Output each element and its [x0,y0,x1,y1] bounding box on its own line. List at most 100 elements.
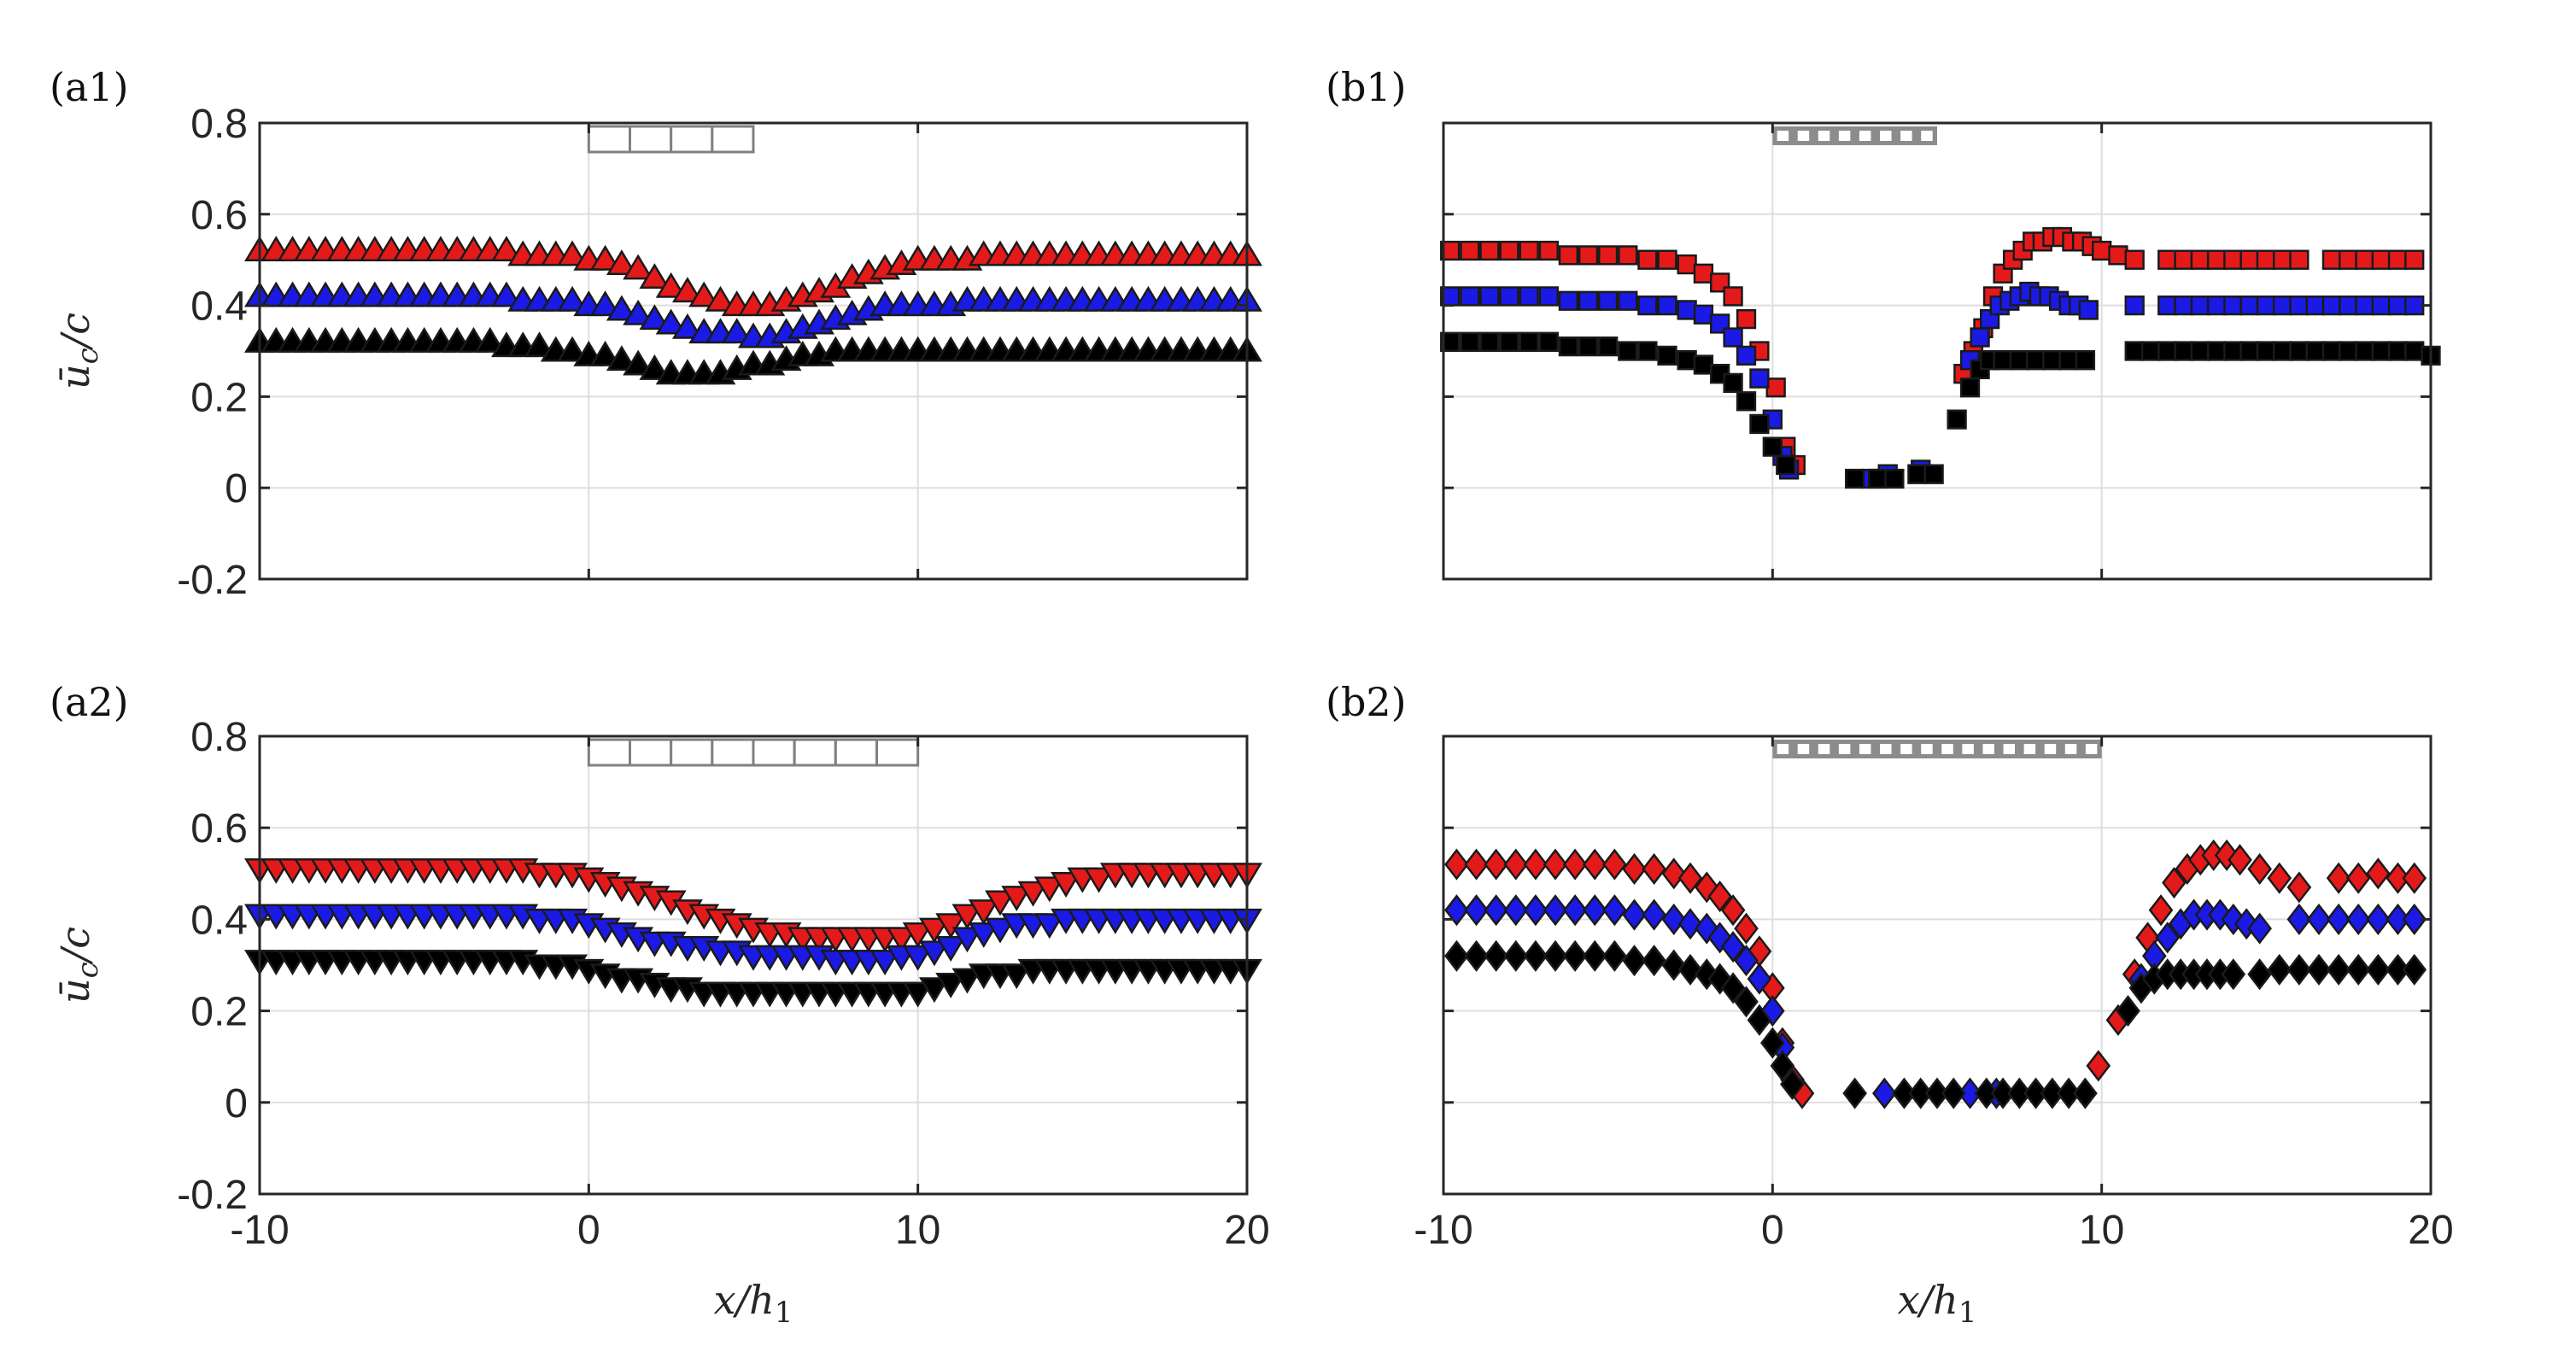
data-point-series-1 [1677,254,1697,275]
panel-a1: (a1) -0.2 0 0.2 0.4 0.6 0.8 ūc/c [50,64,1262,603]
data-point-series-1 [1720,894,1746,927]
y-tick-label: 0.2 [190,990,248,1035]
data-point-series-3 [1959,378,1981,398]
data-point-series-2 [2078,300,2099,320]
roughness-element [2064,744,2077,754]
data-point-series-2 [951,927,983,953]
roughness-element [670,738,714,767]
data-point-series-1 [2355,249,2375,270]
data-point-series-3 [1747,1004,1772,1036]
data-point-series-3 [2305,341,2326,361]
axes-frame [258,121,1249,581]
data-point-series-3 [2073,1077,2098,1109]
data-point-series-3 [1842,1077,1867,1109]
data-point-series-3 [1908,1077,1934,1109]
data-point-series-3 [2326,953,2351,986]
roughness-element [587,738,631,767]
data-point-series-3 [1762,436,1783,457]
data-point-series-3 [2402,953,2427,986]
roughness-element [1921,131,1933,141]
data-point-series-2 [655,308,687,335]
data-point-series-1 [1519,240,1539,261]
data-point-series-2 [589,290,621,317]
data-point-series-2 [1562,894,1588,927]
data-point-series-3 [1598,337,1619,357]
data-point-series-2 [491,281,522,307]
data-point-series-1 [557,240,588,266]
roughness-strip [1772,126,1937,145]
y-tick-label: 0 [225,1081,248,1127]
data-point-series-3 [1499,331,1519,352]
data-point-series-2 [2355,295,2375,316]
data-point-series-3 [2223,341,2244,361]
data-point-series-3 [951,968,983,994]
data-point-series-2 [2174,295,2194,316]
data-point-series-1 [2256,249,2276,270]
x-tick-label: 10 [895,1208,940,1253]
data-point-series-2 [968,922,999,948]
data-point-series-3 [2286,953,2312,986]
data-point-series-2 [2339,295,2359,316]
data-point-series-1 [623,254,654,280]
data-point-series-3 [1001,963,1033,990]
data-point-series-1 [1618,245,1638,266]
data-point-series-3 [1780,1068,1805,1100]
data-point-series-1 [1723,286,1743,307]
y-axis-label: ūc/c [52,927,105,1004]
y-tick-label: -0.2 [177,1173,248,1218]
data-point-series-3 [1519,331,1539,352]
data-point-series-3 [1723,372,1743,394]
data-point-series-2 [985,917,1016,944]
roughness-element [1900,131,1912,141]
data-point-series-2 [606,295,637,321]
roughness-element [1838,744,1851,754]
data-point-series-3 [1923,464,1944,484]
data-point-series-3 [1776,454,1796,476]
roughness-element [2044,744,2057,754]
y-tick-label: 0.4 [190,284,248,330]
data-point-series-3 [918,977,950,1004]
data-point-series-3 [1677,953,1703,986]
panel-label: (a2) [50,679,129,725]
data-point-series-2 [1543,894,1568,927]
data-point-series-1 [589,244,621,271]
data-point-series-3 [2256,341,2276,361]
roughness-element [1859,131,1871,141]
roughness-element [793,738,837,767]
data-point-series-3 [2190,341,2210,361]
data-point-series-2 [2289,295,2310,316]
data-point-series-2 [2206,295,2228,316]
data-point-series-2 [1598,290,1619,311]
data-point-series-3 [2272,341,2293,361]
data-point-series-1 [639,263,670,290]
data-point-series-1 [606,249,637,276]
roughness-element [1797,131,1810,141]
data-point-series-1 [2345,862,2371,894]
roughness-element [752,738,796,767]
data-point-series-2 [2321,295,2343,316]
data-point-series-2 [1519,286,1539,307]
data-point-series-2 [2124,295,2145,316]
x-tick-label: 20 [2408,1208,2453,1253]
data-point-series-1 [2386,862,2410,894]
data-point-series-1 [2174,249,2194,270]
data-point-series-2 [1479,286,1500,307]
data-point-series-1 [1661,857,1687,890]
data-point-series-2 [2208,898,2233,931]
data-point-series-2 [935,936,967,962]
data-point-series-3 [1562,939,1588,972]
roughness-element [1880,744,1892,754]
data-point-series-3 [1974,1077,1999,1109]
data-point-series-2 [1723,327,1743,348]
data-point-series-1 [1734,912,1759,945]
roughness-element [1900,744,1912,754]
data-point-series-2 [1760,995,1785,1027]
data-point-series-1 [2326,862,2351,894]
data-point-series-3 [2009,350,2029,371]
data-point-series-1 [1033,876,1065,903]
data-point-series-3 [2040,1077,2065,1109]
roughness-element [711,125,755,154]
data-point-series-2 [1460,286,1480,307]
roughness-element [1941,744,1953,754]
